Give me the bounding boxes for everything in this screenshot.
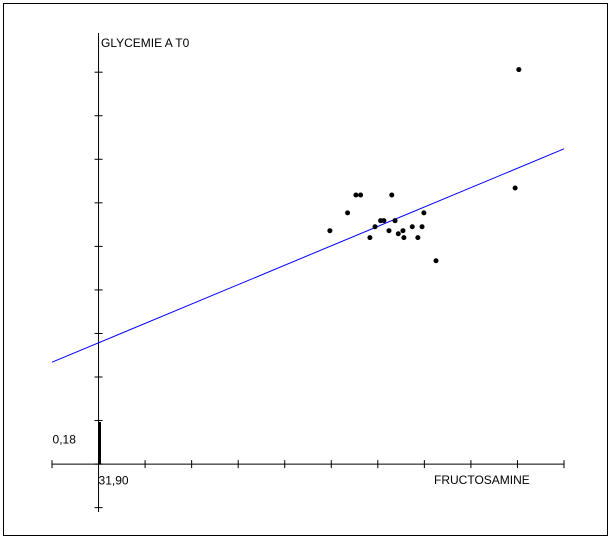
point [372, 224, 378, 230]
point [401, 235, 407, 241]
point [512, 185, 518, 191]
point [409, 224, 415, 230]
point [516, 67, 522, 73]
trend-line [51, 148, 565, 363]
point [367, 235, 373, 241]
x-axis-title: FRUCTOSAMINE [434, 473, 530, 487]
point [419, 224, 425, 230]
point [433, 258, 439, 264]
point [386, 228, 392, 234]
point [345, 210, 351, 216]
point [358, 192, 364, 198]
point [415, 235, 421, 241]
y-axis-title: GLYCEMIE A T0 [101, 36, 190, 50]
point [395, 231, 401, 237]
point [421, 210, 427, 216]
point [381, 218, 387, 224]
point [392, 218, 398, 224]
point [327, 228, 333, 234]
x-tick-label: 31,90 [99, 473, 129, 487]
point [389, 192, 395, 198]
point [353, 192, 359, 198]
point [400, 228, 406, 234]
y-tick-label: 0,18 [53, 432, 77, 446]
frame [3, 3, 608, 536]
